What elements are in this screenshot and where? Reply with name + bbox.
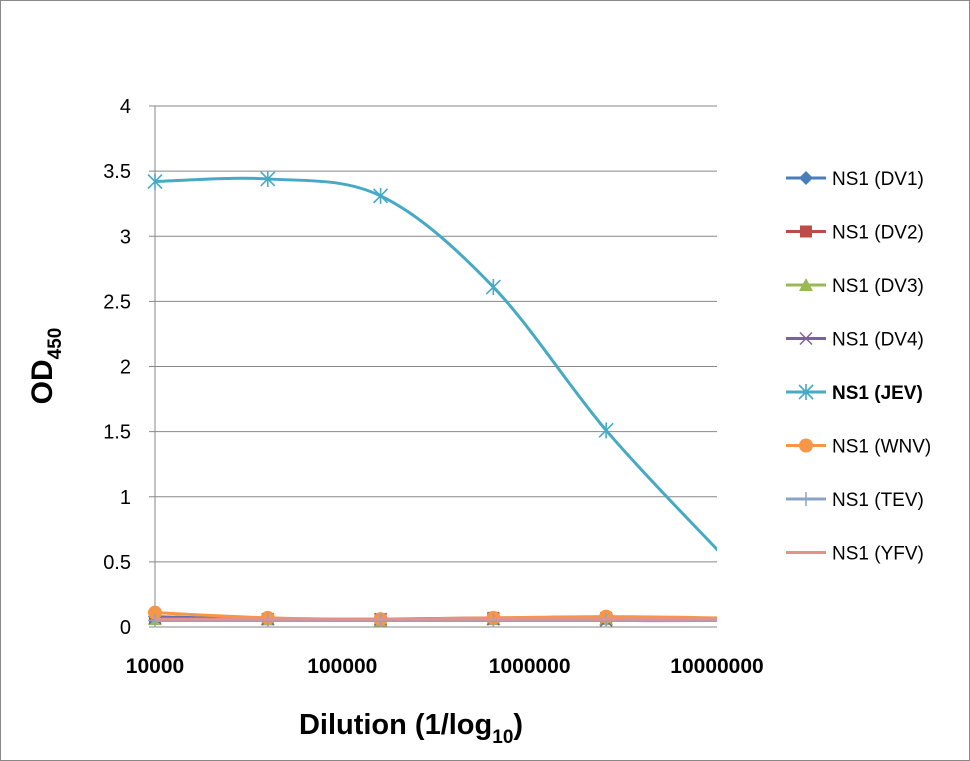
series-layer — [147, 170, 717, 628]
data-point — [485, 279, 501, 296]
x-tick-label: 100000 — [307, 655, 377, 678]
y-tick-label: 2.5 — [103, 291, 131, 313]
data-point — [148, 605, 162, 620]
x-tick-label: 10000000 — [670, 655, 763, 678]
data-point — [373, 187, 389, 204]
legend-item: NS1 (DV1) — [786, 169, 924, 190]
legend-label: NS1 (YFV) — [832, 544, 924, 565]
x-axis-title-main: Dilution (1/log — [299, 709, 492, 741]
y-tick-label: 1.5 — [103, 422, 131, 444]
legend-label: NS1 (JEV) — [832, 383, 923, 404]
y-tick-label: 1 — [120, 487, 131, 509]
y-axis-title: OD450 — [26, 328, 66, 405]
legend-item: NS1 (JEV) — [786, 383, 923, 404]
legend-marker — [798, 384, 814, 400]
legend-label: NS1 (TEV) — [832, 490, 924, 511]
y-tick-label: 2 — [120, 357, 131, 379]
x-axis-ticks: 10000 100000 1000000 10000000 — [126, 655, 764, 678]
series-line — [154, 176, 717, 552]
y-tick-label: 3.5 — [103, 161, 131, 183]
legend: NS1 (DV1) NS1 (DV2) NS1 (DV3) NS1 (DV4) NS1 … — [786, 169, 931, 565]
x-axis-title-sub: 10 — [492, 727, 513, 748]
legend-item: NS1 (DV2) — [786, 223, 924, 244]
y-axis-ticks: 0 0.5 1 1.5 2 2.5 3 3.5 4 — [103, 96, 155, 639]
y-tick-label: 4 — [120, 96, 131, 118]
legend-label: NS1 (DV4) — [832, 330, 924, 351]
legend-label: NS1 (DV1) — [832, 169, 924, 190]
series-ns1-jev- — [147, 170, 717, 552]
x-tick-label: 1000000 — [489, 655, 571, 678]
legend-label: NS1 (WNV) — [832, 437, 931, 458]
legend-item: NS1 (TEV) — [786, 490, 924, 511]
legend-item: NS1 (YFV) — [786, 544, 924, 565]
legend-item: NS1 (DV4) — [786, 330, 924, 351]
legend-item: NS1 (DV3) — [786, 276, 924, 297]
y-axis-title-main: OD — [26, 359, 59, 404]
data-point — [147, 173, 163, 190]
legend-marker — [799, 331, 813, 346]
y-tick-label: 0.5 — [103, 552, 131, 574]
x-axis-title: Dilution (1/log10) — [299, 709, 523, 748]
legend-marker — [800, 225, 812, 238]
y-tick-label: 3 — [120, 226, 131, 248]
series-ns1-wnv- — [148, 605, 717, 627]
legend-label: NS1 (DV3) — [832, 276, 924, 297]
y-tick-label: 0 — [120, 617, 131, 639]
y-axis-title-sub: 450 — [45, 328, 66, 360]
legend-marker — [799, 438, 813, 453]
x-axis-title-suffix: ) — [513, 709, 523, 741]
legend-marker — [799, 278, 813, 291]
gridlines — [154, 105, 717, 628]
legend-item: NS1 (WNV) — [786, 437, 931, 458]
legend-label: NS1 (DV2) — [832, 223, 924, 244]
legend-marker — [799, 171, 813, 185]
legend-marker — [799, 492, 813, 506]
data-point — [260, 170, 276, 187]
x-tick-label: 10000 — [126, 655, 184, 678]
data-point — [598, 422, 614, 439]
